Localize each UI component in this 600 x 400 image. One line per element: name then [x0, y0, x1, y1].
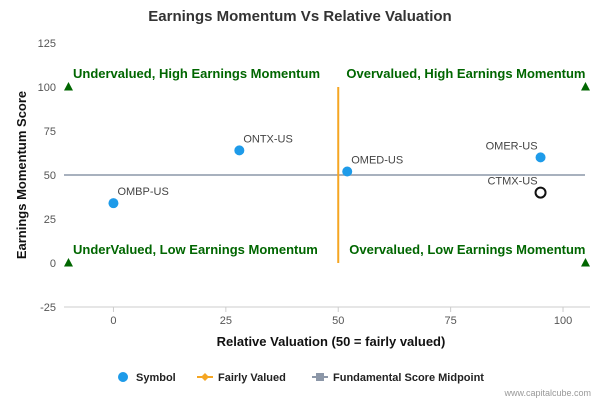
legend-diamond-icon	[201, 373, 209, 381]
legend-label: Symbol	[136, 372, 176, 384]
quadrant-label: Overvalued, High Earnings Momentum	[346, 66, 585, 81]
legend-symbol-icon	[118, 372, 128, 382]
credit-text: www.capitalcube.com	[503, 388, 591, 398]
y-axis-title: Earnings Momentum Score	[14, 91, 29, 259]
quadrant-label: Overvalued, Low Earnings Momentum	[349, 242, 585, 257]
data-point-label: CTMX-US	[487, 176, 537, 188]
y-tick-label: 25	[44, 214, 56, 226]
y-tick-label: 75	[44, 126, 56, 138]
data-point	[535, 152, 546, 163]
corner-marker	[581, 82, 591, 91]
x-tick-label: 50	[332, 315, 344, 327]
data-point-label: OMED-US	[351, 154, 403, 166]
quadrant-label: UnderValued, Low Earnings Momentum	[73, 242, 318, 257]
y-tick-label: -25	[40, 302, 56, 314]
corner-marker	[63, 258, 73, 267]
data-point	[534, 186, 547, 199]
legend-label: Fairly Valued	[218, 372, 286, 384]
chart-title: Earnings Momentum Vs Relative Valuation	[148, 8, 451, 25]
corner-marker	[63, 82, 73, 91]
x-tick-label: 25	[220, 315, 232, 327]
y-tick-label: 0	[50, 258, 56, 270]
corner-marker	[581, 258, 591, 267]
data-point-label: OMER-US	[486, 140, 538, 152]
legend-square-icon	[316, 373, 324, 381]
legend-label: Fundamental Score Midpoint	[333, 372, 484, 384]
quadrant-label: Undervalued, High Earnings Momentum	[73, 66, 320, 81]
y-tick-label: 50	[44, 170, 56, 182]
x-tick-label: 75	[445, 315, 457, 327]
x-axis-title: Relative Valuation (50 = fairly valued)	[217, 334, 446, 349]
plot-area: 0 25 50 75 100 -25 0 25 50 75 100 125 Undervalued, H…	[38, 38, 591, 327]
legend: Symbol Fairly Valued Fundamental Score Mid…	[118, 372, 484, 384]
data-point	[342, 166, 353, 177]
y-tick-label: 100	[38, 82, 56, 94]
data-point-label: OMBP-US	[117, 186, 168, 198]
data-point	[234, 145, 245, 156]
data-point	[108, 198, 119, 209]
x-tick-label: 100	[554, 315, 572, 327]
x-tick-label: 0	[110, 315, 116, 327]
y-tick-label: 125	[38, 38, 56, 50]
data-point-label: ONTX-US	[243, 133, 292, 145]
